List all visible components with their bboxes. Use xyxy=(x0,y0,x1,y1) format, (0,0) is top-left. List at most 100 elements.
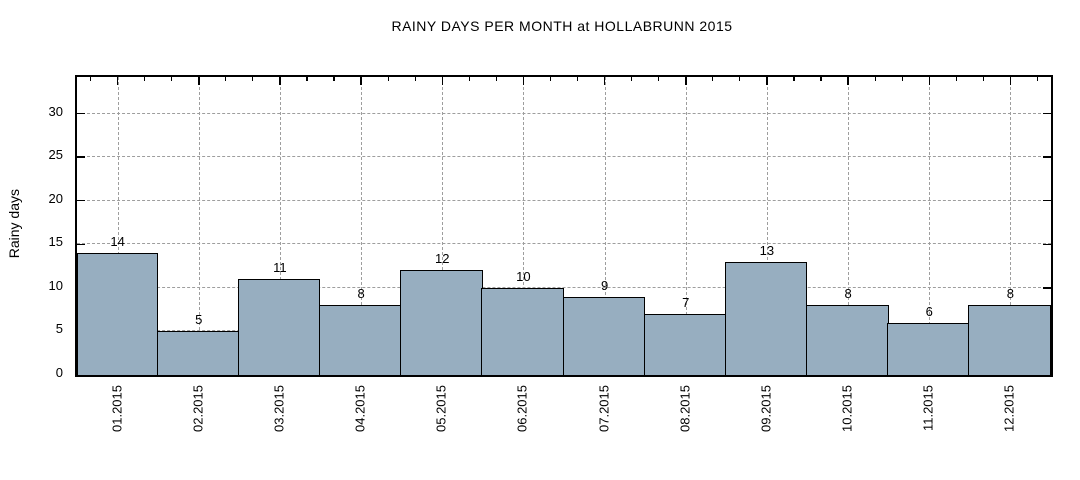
x-tick-label-text: 10.2015 xyxy=(839,385,855,432)
y-tick-label: 25 xyxy=(48,147,63,163)
y-tick-label: 0 xyxy=(55,365,63,380)
x-tick-label-text: 06.2015 xyxy=(514,385,530,432)
grid-line-x xyxy=(604,77,606,375)
x-minor-tick-top xyxy=(1036,77,1039,81)
x-tick-label-text: 09.2015 xyxy=(758,385,774,432)
x-major-tick-top xyxy=(847,77,849,85)
x-tick-label-text: 05.2015 xyxy=(433,385,449,432)
x-minor-tick-top xyxy=(387,77,389,81)
x-minor-tick-top xyxy=(955,77,957,81)
x-minor-tick-top xyxy=(225,77,227,81)
y-tick-right xyxy=(1043,199,1051,202)
x-tick-label-text: 12.2015 xyxy=(1001,385,1017,432)
bar-value-label: 8 xyxy=(844,286,852,302)
x-minor-tick-top xyxy=(712,77,714,81)
bar xyxy=(400,270,483,375)
grid-line-y xyxy=(77,112,1051,114)
grid-line-y xyxy=(77,199,1051,201)
x-minor-tick-top xyxy=(982,77,984,81)
grid-line-y xyxy=(77,156,1051,158)
bar xyxy=(319,305,402,375)
bar xyxy=(481,287,564,375)
bar-value-label: 7 xyxy=(682,295,690,311)
x-major-tick-top xyxy=(441,77,443,85)
y-tick-right xyxy=(1043,243,1051,246)
bar xyxy=(77,253,159,375)
bar xyxy=(887,322,970,375)
x-tick-label: 06.2015 xyxy=(515,385,530,437)
bar-value-label: 14 xyxy=(110,234,125,250)
x-major-tick-top xyxy=(198,77,200,85)
bar-value-label: 13 xyxy=(759,242,775,258)
x-minor-tick-top xyxy=(631,77,633,81)
x-tick-label: 11.2015 xyxy=(921,385,936,436)
grid-line-y xyxy=(77,286,1051,288)
x-tick-label: 10.2015 xyxy=(840,385,855,437)
y-axis-label: Rainy days xyxy=(4,75,24,373)
x-minor-tick-top xyxy=(171,77,173,81)
x-minor-tick-top xyxy=(252,77,254,81)
x-minor-tick-top xyxy=(739,77,741,81)
y-tick-label: 30 xyxy=(48,103,63,119)
x-minor-tick-top xyxy=(333,77,335,81)
bar-value-label: 5 xyxy=(195,312,203,328)
x-tick-label-text: 11.2015 xyxy=(920,385,936,432)
x-tick-label: 03.2015 xyxy=(271,385,286,437)
x-tick-label: 07.2015 xyxy=(596,385,611,437)
x-minor-tick-top xyxy=(468,77,470,81)
x-major-tick-top xyxy=(766,77,768,85)
x-tick-label: 05.2015 xyxy=(434,385,449,437)
x-major-tick-top xyxy=(522,77,525,85)
x-minor-tick-top xyxy=(576,77,579,81)
y-tick-label: 10 xyxy=(48,277,63,293)
x-tick-label: 04.2015 xyxy=(353,385,368,437)
x-major-tick-top xyxy=(116,77,119,85)
x-tick-label: 09.2015 xyxy=(758,385,773,437)
y-tick-left xyxy=(77,156,85,158)
bar-value-label: 10 xyxy=(516,268,531,284)
y-tick-label: 20 xyxy=(48,190,63,206)
grid-line-x xyxy=(279,77,281,375)
bar xyxy=(724,261,808,375)
x-tick-label: 01.2015 xyxy=(109,385,124,437)
x-minor-tick-top xyxy=(144,77,146,81)
x-tick-label-text: 01.2015 xyxy=(109,385,125,432)
y-tick-right xyxy=(1043,287,1051,289)
y-tick-left xyxy=(77,243,85,246)
y-tick-right xyxy=(1043,156,1051,158)
x-tick-label-text: 03.2015 xyxy=(271,385,287,432)
x-tick-label-text: 07.2015 xyxy=(596,385,612,432)
x-tick-label-text: 04.2015 xyxy=(352,385,368,432)
x-minor-tick-top xyxy=(549,77,552,81)
x-major-tick-top xyxy=(360,77,362,85)
grid-line-x xyxy=(929,77,931,375)
y-tick-right xyxy=(1043,112,1051,115)
y-tick-left xyxy=(77,199,85,202)
x-major-tick-top xyxy=(279,77,281,85)
bar-value-label: 11 xyxy=(273,260,287,276)
x-minor-tick-top xyxy=(874,77,876,81)
x-minor-tick-top xyxy=(901,77,903,81)
x-minor-tick-top xyxy=(793,77,795,81)
x-major-tick-top xyxy=(685,77,687,85)
x-minor-tick-top xyxy=(306,77,308,81)
y-tick-label: 5 xyxy=(55,321,63,337)
grid-line-x xyxy=(523,77,525,375)
bar xyxy=(968,305,1051,375)
bar-value-label: 12 xyxy=(435,251,450,267)
bar xyxy=(156,331,240,375)
x-minor-tick-top xyxy=(820,77,822,81)
y-axis-label-text: Rainy days xyxy=(6,189,22,259)
x-tick-label-text: 02.2015 xyxy=(190,385,206,432)
x-tick-label-text: 08.2015 xyxy=(677,385,693,432)
bar-value-label: 8 xyxy=(357,286,365,302)
x-major-tick-top xyxy=(928,77,930,85)
bar xyxy=(643,314,727,375)
grid-line-y xyxy=(77,243,1051,245)
bar xyxy=(562,296,646,375)
chart-title: RAINY DAYS PER MONTH at HOLLABRUNN 2015 xyxy=(391,18,733,34)
x-major-tick-top xyxy=(603,77,606,85)
x-tick-label: 08.2015 xyxy=(677,385,692,437)
bar-value-label: 9 xyxy=(600,277,609,293)
